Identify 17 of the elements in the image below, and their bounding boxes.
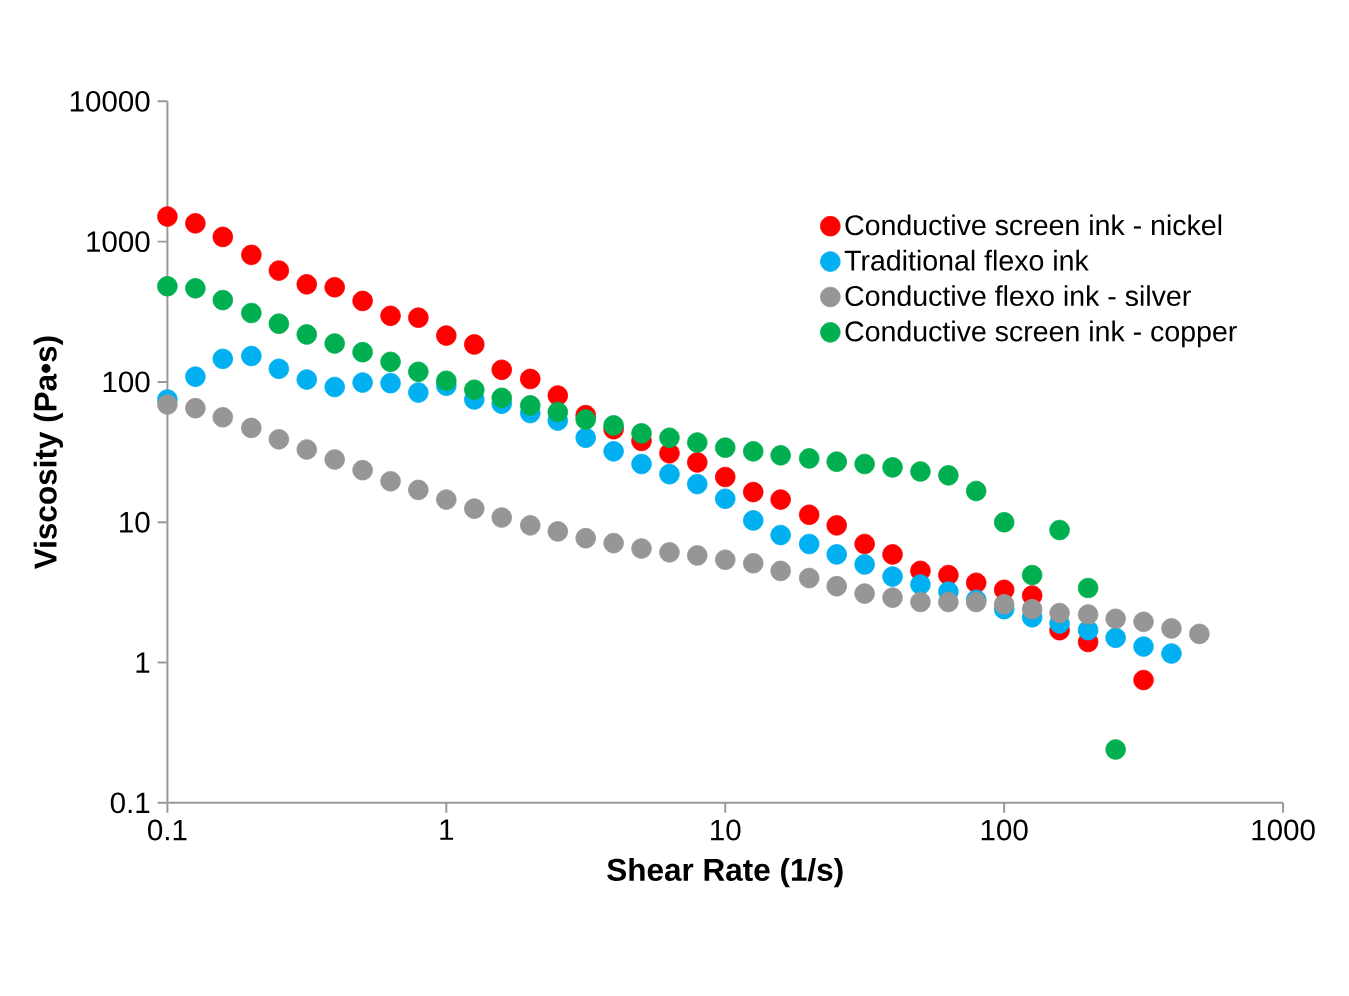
y-tick-label: 1: [136, 652, 150, 673]
x-tick-label: 10: [711, 819, 741, 841]
legend-label: Traditional flexo ink: [844, 249, 1089, 271]
legend-label: Conductive flexo ink - silver: [845, 285, 1191, 307]
x-tick-label: 1: [440, 819, 454, 841]
x-tick-label: 100: [981, 819, 1028, 841]
x-axis-title: Shear Rate (1/s): [607, 858, 843, 888]
y-tick-label: 0.1: [110, 792, 150, 814]
y-tick-label: 10: [120, 511, 150, 533]
legend-label: Conductive screen ink - copper: [845, 320, 1237, 348]
y-axis-title: Viscosity (Pa•s): [33, 336, 63, 570]
x-tick-label: 1000: [1252, 819, 1315, 841]
x-tick-label: 0.1: [148, 819, 187, 841]
legend-label: Conductive screen ink - nickel: [845, 214, 1222, 236]
y-tick-label: 1000: [87, 231, 150, 253]
y-tick-label: 100: [103, 371, 150, 393]
y-tick-label: 10000: [70, 91, 150, 112]
